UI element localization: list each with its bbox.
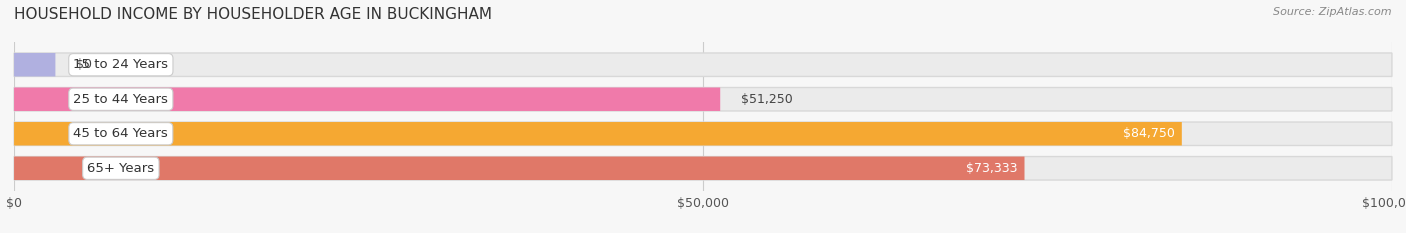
Text: $84,750: $84,750 — [1123, 127, 1175, 140]
Text: 15 to 24 Years: 15 to 24 Years — [73, 58, 169, 71]
FancyBboxPatch shape — [14, 122, 1392, 145]
FancyBboxPatch shape — [14, 53, 55, 76]
FancyBboxPatch shape — [14, 88, 720, 111]
FancyBboxPatch shape — [14, 53, 1392, 76]
Text: $0: $0 — [76, 58, 91, 71]
Text: $51,250: $51,250 — [741, 93, 793, 106]
FancyBboxPatch shape — [14, 157, 1392, 180]
Text: 25 to 44 Years: 25 to 44 Years — [73, 93, 169, 106]
FancyBboxPatch shape — [14, 122, 1182, 145]
FancyBboxPatch shape — [14, 157, 1025, 180]
FancyBboxPatch shape — [14, 88, 1392, 111]
Text: $73,333: $73,333 — [966, 162, 1018, 175]
Text: 45 to 64 Years: 45 to 64 Years — [73, 127, 169, 140]
Text: HOUSEHOLD INCOME BY HOUSEHOLDER AGE IN BUCKINGHAM: HOUSEHOLD INCOME BY HOUSEHOLDER AGE IN B… — [14, 7, 492, 22]
Text: 65+ Years: 65+ Years — [87, 162, 155, 175]
Text: Source: ZipAtlas.com: Source: ZipAtlas.com — [1274, 7, 1392, 17]
